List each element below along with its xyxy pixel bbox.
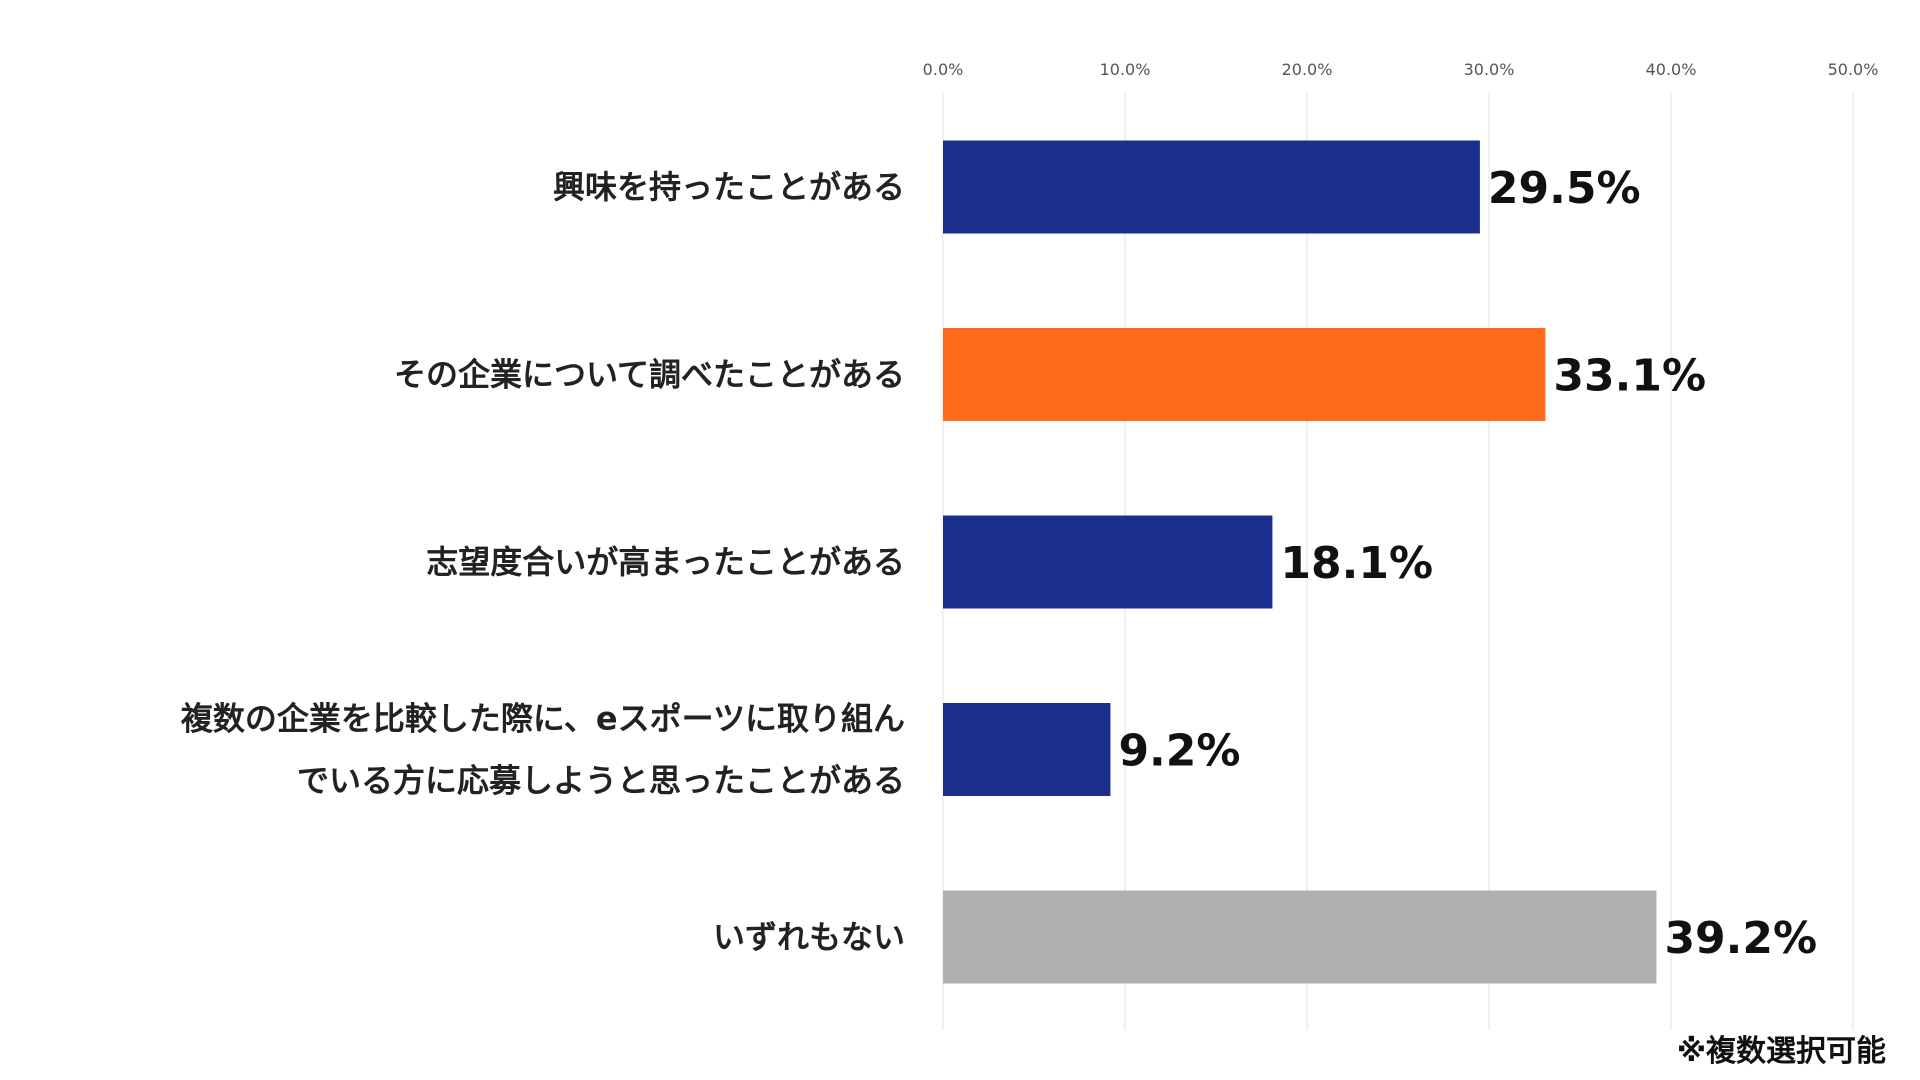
data-label: 33.1% [1553,351,1706,402]
category-label: いずれもない [713,918,905,956]
category-label: その企業について調べたことがある [394,356,905,394]
category-label: 興味を持ったことがある [553,168,905,206]
bar [943,703,1111,796]
bar [943,890,1657,984]
bar [943,140,1480,234]
x-tick-label: 50.0% [1828,60,1879,79]
category-label: 複数の企業を比較した際に、eスポーツに取り組ん [181,700,905,738]
bar [943,515,1273,609]
x-tick-label: 20.0% [1282,60,1333,79]
x-tick-label: 0.0% [923,60,964,79]
data-label: 9.2% [1118,726,1240,777]
x-tick-label: 30.0% [1464,60,1515,79]
data-label: 18.1% [1280,538,1433,589]
category-label: でいる方に応募しようと思ったことがある [297,762,905,800]
x-tick-label: 10.0% [1100,60,1151,79]
data-label: 29.5% [1488,163,1641,214]
multiple-selection-note: ※複数選択可能 [1676,1034,1886,1069]
category-label: 志望度合いが高まったことがある [426,543,905,581]
x-tick-label: 40.0% [1646,60,1697,79]
bar [943,328,1546,421]
data-label: 39.2% [1664,913,1817,964]
